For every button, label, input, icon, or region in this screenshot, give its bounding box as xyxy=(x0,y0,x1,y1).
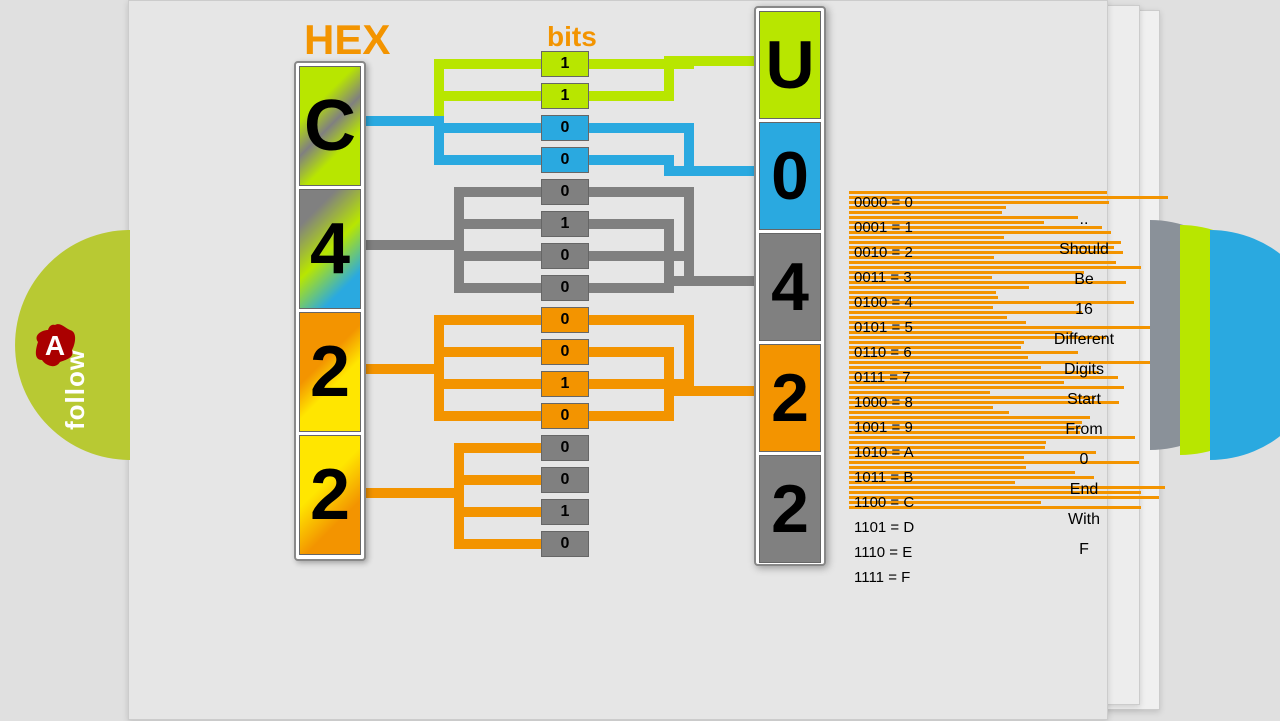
title-hex: HEX xyxy=(304,16,390,64)
wire xyxy=(366,320,541,369)
wire xyxy=(589,352,754,391)
legend-map-5: 0101 = 5 xyxy=(854,319,913,336)
legend-stripe xyxy=(849,286,1029,289)
wire xyxy=(589,192,754,281)
legend-map-2: 0010 = 2 xyxy=(854,244,913,261)
wire xyxy=(366,192,541,245)
wire xyxy=(366,493,541,544)
legend-map-6: 0110 = 6 xyxy=(854,344,912,361)
legend-side-5: Digits xyxy=(1034,361,1134,379)
legend-stripe xyxy=(849,236,1004,239)
bit-cell-2: 0 xyxy=(541,115,589,141)
legend-map-0: 0000 = 0 xyxy=(854,194,913,211)
legend-stripe xyxy=(849,386,1124,389)
wire xyxy=(589,384,754,391)
legend-side-2: Be xyxy=(1034,271,1134,289)
bit-cell-10: 1 xyxy=(541,371,589,397)
legend-map-9: 1001 = 9 xyxy=(854,419,913,436)
wire xyxy=(366,121,541,160)
bit-cell-11: 0 xyxy=(541,403,589,429)
legend-table: 0000 = 0 0001 = 1 0010 = 2 0011 = 3 0100 = 4… xyxy=(849,191,1174,601)
wire xyxy=(589,320,754,391)
bit-cell-14: 1 xyxy=(541,499,589,525)
wire xyxy=(589,128,754,171)
bit-cell-7: 0 xyxy=(541,275,589,301)
wire xyxy=(589,281,754,288)
wire xyxy=(366,480,541,493)
a-splat-icon: A xyxy=(30,320,80,370)
title-bits: bits xyxy=(547,21,597,53)
bit-cell-5: 1 xyxy=(541,211,589,237)
hex-column: C422 xyxy=(294,61,366,561)
legend-map-1: 0001 = 1 xyxy=(854,219,913,236)
legend-side-11: F xyxy=(1034,541,1134,559)
wire xyxy=(366,493,541,512)
legend-side-0: .. xyxy=(1034,211,1134,229)
legend-map-13: 1101 = D xyxy=(854,519,914,536)
bit-cell-8: 0 xyxy=(541,307,589,333)
legend-map-12: 1100 = C xyxy=(854,494,914,511)
bits-column: 1 1 0 0 0 1 0 0 0 0 1 0 0 0 1 0 xyxy=(541,51,589,563)
wire xyxy=(589,61,754,64)
wire xyxy=(366,245,541,288)
history-tab-label: history xyxy=(1275,331,1280,425)
hex-cell-1: 4 xyxy=(299,189,361,309)
bit-cell-15: 0 xyxy=(541,531,589,557)
hex-cell-3: 2 xyxy=(299,435,361,555)
legend-map-11: 1011 = B xyxy=(854,469,913,486)
output-column: U0422 xyxy=(754,6,826,566)
legend-map-4: 0100 = 4 xyxy=(854,294,913,311)
wire xyxy=(366,369,541,416)
wire xyxy=(589,224,754,281)
wire xyxy=(366,96,541,121)
out-cell-0: U xyxy=(759,11,821,119)
follow-tab[interactable]: follow A xyxy=(0,230,130,460)
legend-side-3: 16 xyxy=(1034,301,1134,319)
wire xyxy=(366,224,541,245)
hex-cell-0: C xyxy=(299,66,361,186)
bit-cell-1: 1 xyxy=(541,83,589,109)
wire xyxy=(589,391,754,416)
wire xyxy=(366,245,541,256)
legend-map-14: 1110 = E xyxy=(854,544,912,561)
legend-side-6: Start xyxy=(1034,391,1134,409)
main-panel: HEX bits C422 1100010000100010 U0422 000… xyxy=(128,0,1108,720)
legend-map-15: 1111 = F xyxy=(854,569,910,586)
hex-cell-2: 2 xyxy=(299,312,361,432)
bit-cell-3: 0 xyxy=(541,147,589,173)
legend-stripe xyxy=(849,261,1116,264)
wire xyxy=(366,64,541,121)
wire xyxy=(589,61,754,96)
legend-side-7: From xyxy=(1034,421,1134,439)
legend-side-4: Different xyxy=(1034,331,1134,349)
wire xyxy=(589,256,754,281)
legend-side-8: 0 xyxy=(1034,451,1134,469)
svg-text:A: A xyxy=(45,330,65,361)
bit-cell-9: 0 xyxy=(541,339,589,365)
wire xyxy=(366,448,541,493)
out-cell-1: 0 xyxy=(759,122,821,230)
legend-stripe xyxy=(849,411,1009,414)
legend-stripe xyxy=(849,211,1002,214)
bit-cell-13: 0 xyxy=(541,467,589,493)
wire xyxy=(366,369,541,384)
legend-map-8: 1000 = 8 xyxy=(854,394,913,411)
bit-cell-12: 0 xyxy=(541,435,589,461)
out-cell-2: 4 xyxy=(759,233,821,341)
bit-cell-4: 0 xyxy=(541,179,589,205)
legend-map-3: 0011 = 3 xyxy=(854,269,912,286)
legend-side-1: Should xyxy=(1034,241,1134,259)
wire xyxy=(589,160,754,171)
out-cell-4: 2 xyxy=(759,455,821,563)
legend-map-10: 1010 = A xyxy=(854,444,914,461)
wire xyxy=(366,121,541,128)
wire xyxy=(366,352,541,369)
legend-side-10: With xyxy=(1034,511,1134,529)
legend-map-7: 0111 = 7 xyxy=(854,369,911,386)
legend-side-9: End xyxy=(1034,481,1134,499)
bit-cell-6: 0 xyxy=(541,243,589,269)
history-tab[interactable]: history xyxy=(1210,230,1280,460)
out-cell-3: 2 xyxy=(759,344,821,452)
bit-cell-0: 1 xyxy=(541,51,589,77)
